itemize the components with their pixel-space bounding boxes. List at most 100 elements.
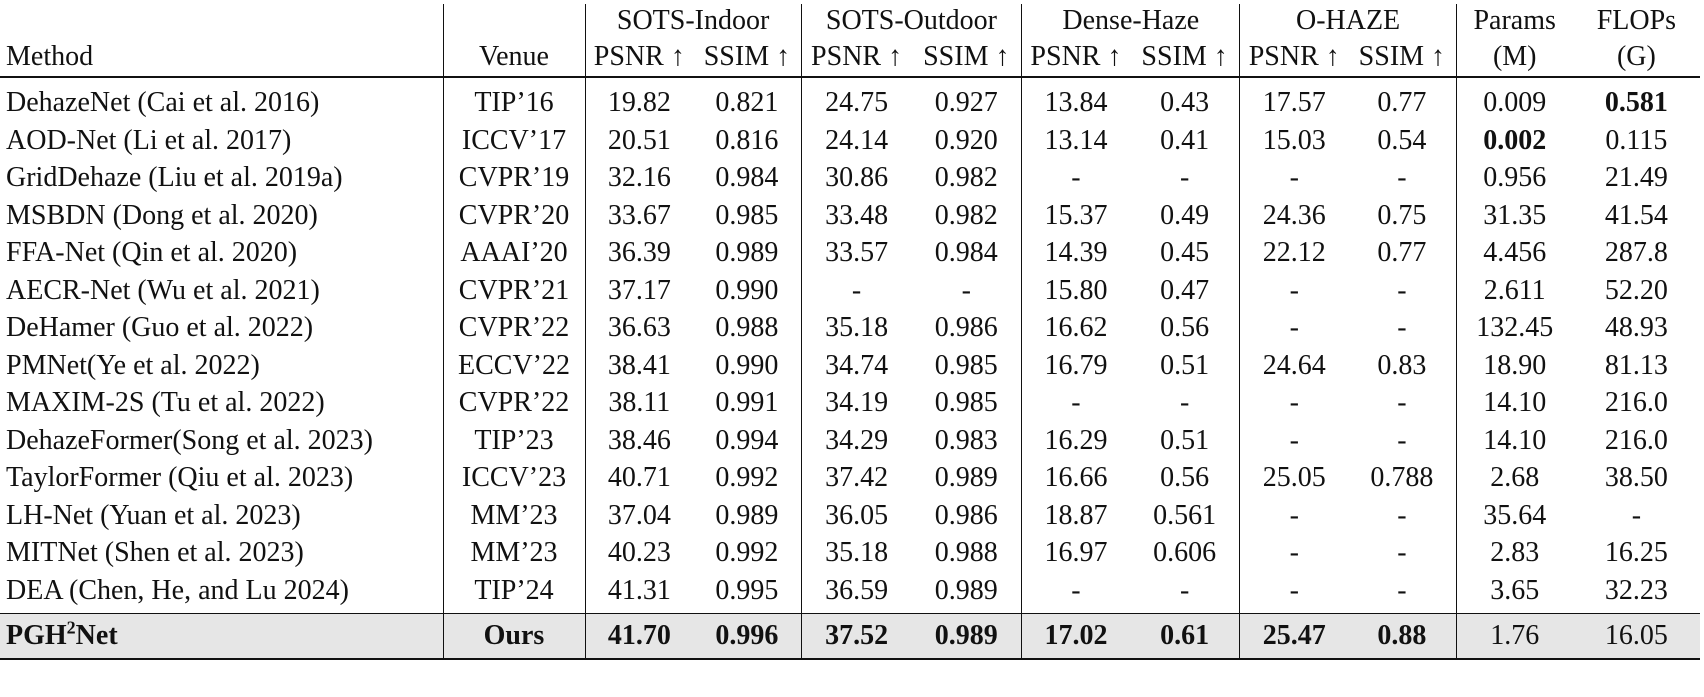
table-row: FFA-Net (Qin et al. 2020) AAAI’20 36.39 0.9… bbox=[0, 234, 1700, 272]
value-cell: 2.68 bbox=[1455, 459, 1573, 497]
value-cell: 0.002 bbox=[1455, 121, 1573, 159]
header-params-unit: (M) bbox=[1455, 38, 1573, 78]
header-group-dense-haze: Dense-Haze bbox=[1021, 4, 1240, 38]
value-cell: 0.788 bbox=[1370, 462, 1434, 493]
value-cell: 0.985 bbox=[715, 199, 779, 231]
table-row: TaylorFormer (Qiu et al. 2023) ICCV’23 40.… bbox=[0, 459, 1700, 497]
value-cell: - bbox=[1129, 571, 1240, 614]
value-cell: 16.25 bbox=[1604, 537, 1668, 568]
value-cell: 48.93 bbox=[1604, 312, 1668, 343]
value-cell: 36.63 bbox=[584, 309, 694, 347]
value-cell: 0.51 bbox=[1160, 424, 1210, 456]
value-cell: - bbox=[1348, 571, 1457, 614]
header-venue: Venue bbox=[442, 38, 586, 78]
value-cell: 0.56 bbox=[1160, 462, 1210, 493]
ours-value-cell: 0.996 bbox=[693, 613, 802, 660]
value-cell: - bbox=[1021, 571, 1130, 614]
header-psnr: PSNR ↑ bbox=[800, 38, 912, 78]
value-cell: 16.79 bbox=[1021, 346, 1130, 384]
ours-value-cell: 25.47 bbox=[1239, 613, 1349, 660]
value-cell: 0.995 bbox=[693, 571, 802, 614]
table-row: DehazeFormer(Song et al. 2023) TIP’23 38.4… bbox=[0, 421, 1700, 459]
value-cell: 38.41 bbox=[584, 346, 694, 384]
value-cell: 14.10 bbox=[1455, 384, 1573, 422]
value-cell: 22.12 bbox=[1239, 234, 1349, 272]
value-cell: - bbox=[1239, 384, 1349, 422]
venue-cell: TIP’16 bbox=[442, 77, 586, 122]
value-cell: - bbox=[1397, 499, 1407, 531]
table-row: LH-Net (Yuan et al. 2023) MM’23 37.04 0.989… bbox=[0, 496, 1700, 534]
value-cell: 3.65 bbox=[1455, 571, 1573, 614]
value-cell: 36.05 bbox=[800, 496, 912, 534]
header-method: Method bbox=[0, 38, 443, 78]
method-cell: FFA-Net (Qin et al. 2020) bbox=[6, 237, 298, 268]
value-cell: 0.956 bbox=[1455, 159, 1573, 197]
header-ssim: SSIM ↑ bbox=[1129, 38, 1240, 78]
ours-value-cell: 16.05 bbox=[1572, 613, 1700, 660]
value-cell: - bbox=[1239, 534, 1349, 572]
value-cell: 24.75 bbox=[800, 77, 912, 122]
ours-value-cell: 0.88 bbox=[1348, 613, 1457, 660]
value-cell: 38.50 bbox=[1604, 462, 1668, 493]
value-cell: 0.75 bbox=[1377, 199, 1427, 231]
value-cell: 0.984 bbox=[715, 162, 779, 193]
value-cell: 0.989 bbox=[715, 499, 779, 531]
table-row: GridDehaze (Liu et al. 2019a) CVPR’19 32.1… bbox=[0, 159, 1700, 197]
method-cell: MAXIM-2S (Tu et al. 2022) bbox=[6, 387, 325, 418]
value-cell: 35.18 bbox=[800, 534, 912, 572]
value-cell: - bbox=[1239, 309, 1349, 347]
value-cell: 41.54 bbox=[1604, 199, 1668, 231]
value-cell: - bbox=[1239, 496, 1349, 534]
table-footer: PGH2Net Ours 41.70 0.996 37.52 0.989 17.… bbox=[0, 613, 1700, 660]
value-cell: 0.992 bbox=[715, 537, 779, 568]
table-row: MITNet (Shen et al. 2023) MM’23 40.23 0.992… bbox=[0, 534, 1700, 572]
method-cell: DeHamer (Guo et al. 2022) bbox=[6, 312, 314, 343]
table-row: AECR-Net (Wu et al. 2021) CVPR’21 37.17 0.9… bbox=[0, 271, 1700, 309]
value-cell: 0.606 bbox=[1153, 537, 1217, 568]
value-cell: - bbox=[1397, 424, 1407, 456]
header-params-top: Params bbox=[1455, 4, 1573, 38]
header-psnr: PSNR ↑ bbox=[1239, 38, 1349, 78]
value-cell: 25.05 bbox=[1239, 459, 1349, 497]
value-cell: 15.03 bbox=[1239, 121, 1349, 159]
header-venue-top bbox=[442, 4, 586, 38]
value-cell: 0.821 bbox=[715, 87, 779, 118]
value-cell: 20.51 bbox=[584, 121, 694, 159]
value-cell: 2.83 bbox=[1455, 534, 1573, 572]
value-cell: 0.982 bbox=[934, 162, 998, 193]
value-cell: - bbox=[1179, 162, 1190, 193]
value-cell: 0.989 bbox=[934, 462, 998, 493]
value-cell: 0.989 bbox=[715, 237, 779, 268]
value-cell: - bbox=[800, 271, 912, 309]
value-cell: 0.115 bbox=[1605, 124, 1668, 156]
table-row: PMNet(Ye et al. 2022) ECCV’22 38.41 0.990 34… bbox=[0, 346, 1700, 384]
value-cell: - bbox=[1179, 387, 1190, 418]
value-cell: - bbox=[1239, 571, 1349, 614]
value-cell: 0.988 bbox=[715, 312, 779, 343]
value-cell: 0.56 bbox=[1160, 312, 1210, 343]
header-ssim: SSIM ↑ bbox=[693, 38, 802, 78]
value-cell: 52.20 bbox=[1604, 274, 1668, 306]
value-cell: 37.04 bbox=[584, 496, 694, 534]
header-psnr: PSNR ↑ bbox=[584, 38, 694, 78]
value-cell: - bbox=[1397, 162, 1407, 193]
value-cell: 0.988 bbox=[934, 537, 998, 568]
value-cell: 0.581 bbox=[1604, 87, 1668, 118]
value-cell: 0.990 bbox=[715, 349, 779, 381]
value-cell: 15.80 bbox=[1021, 271, 1130, 309]
value-cell: - bbox=[1021, 384, 1130, 422]
venue-cell: MM’23 bbox=[442, 496, 586, 534]
method-cell: AOD-Net (Li et al. 2017) bbox=[6, 124, 292, 156]
value-cell: 216.0 bbox=[1604, 424, 1668, 456]
value-cell: - bbox=[961, 274, 971, 306]
value-cell: 33.67 bbox=[584, 196, 694, 234]
value-cell: 24.14 bbox=[800, 121, 912, 159]
ours-method-cell: PGH2Net bbox=[0, 613, 443, 660]
value-cell: 32.16 bbox=[584, 159, 694, 197]
value-cell: 37.17 bbox=[584, 271, 694, 309]
value-cell: 0.992 bbox=[715, 462, 779, 493]
value-cell: 15.37 bbox=[1021, 196, 1130, 234]
table-row: MAXIM-2S (Tu et al. 2022) CVPR’22 38.11 0.9… bbox=[0, 384, 1700, 422]
value-cell: 0.989 bbox=[911, 571, 1022, 614]
venue-cell: CVPR’22 bbox=[442, 309, 586, 347]
